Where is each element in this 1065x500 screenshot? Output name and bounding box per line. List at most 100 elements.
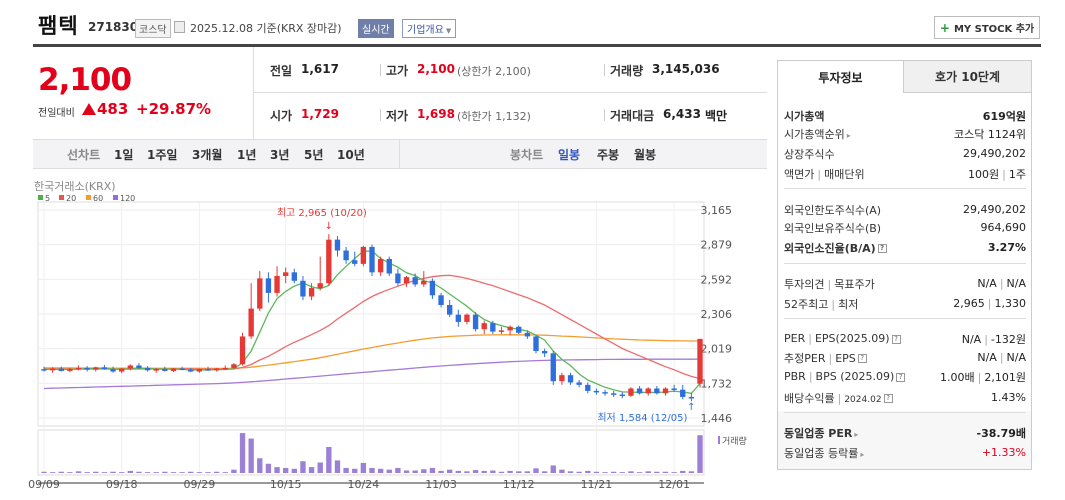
info-key-label-2: EPS [835,351,856,365]
candle-body [300,280,306,297]
y-tick-label: 2,306 [701,308,733,321]
candle-body [645,388,651,394]
info-panel [777,60,1032,470]
candle-body [179,368,185,371]
down-arrow-icon: ↓ [325,221,333,232]
help-icon[interactable]: ? [883,394,893,403]
volume-bar [265,463,272,473]
info-key: 외국인한도주식수(A) [784,202,881,218]
low-value: 1,698 [417,107,455,121]
candle-body [84,367,90,370]
candle-monthly[interactable]: 월봉 [634,148,657,162]
volume-bar [550,465,556,473]
info-value-1: N/A [977,351,997,364]
candle-body [680,389,686,397]
volume-bar [248,438,254,473]
info-row: 외국인소진율(B/A)? 3.27% [784,239,1026,256]
info-key: 52주최고 | 최저 [784,296,858,312]
volume-legend-mark [718,436,720,444]
legend-swatch [38,195,43,200]
period-3y[interactable]: 3년 [270,148,290,162]
candle-daily[interactable]: 일봉 [558,148,581,162]
volume-bar [300,461,306,473]
candle-body [533,336,539,351]
y-tick-label: 2,019 [701,343,733,356]
candle-body [136,365,142,368]
candle-body [602,392,608,394]
info-key-label: 추정PER [784,351,826,365]
stock-chart[interactable]: 한국거래소(KRX)5 20 60 120 3,165 2,879 2,592 2,306 2,… [0,170,770,500]
volume-bar [654,471,660,473]
company-overview-dropdown[interactable]: 기업개요 ▼ [402,19,457,38]
period-5y[interactable]: 5년 [304,148,324,162]
info-key-label[interactable]: 동일업종 PER [784,426,853,440]
volume-bar [41,471,47,473]
volume-bar [231,469,237,473]
info-value-1: 619억원 [982,109,1026,123]
info-value-1: N/A [977,277,997,290]
candle-body [58,368,64,371]
period-10y[interactable]: 10년 [337,148,365,162]
amount-value: 6,433 [663,107,701,121]
volume-bar [196,472,203,473]
candle-body [119,368,125,372]
volume-bar [671,472,677,473]
candle-weekly[interactable]: 주봉 [597,148,620,162]
info-key: 동일업종 등락률 ▸ [784,445,864,461]
volume-bar [352,468,358,473]
info-key-label: 시가총액 [784,109,825,123]
info-value: 29,490,202 [963,203,1026,216]
separator [604,64,605,76]
info-row: 액면가 | 매매단위 100원 | 1주 [784,165,1026,182]
candle-body [222,367,228,370]
current-price: 2,100 [38,62,132,98]
info-value: 코스닥 1124위 [954,126,1026,142]
ma-line-ma120 [43,358,701,390]
help-icon[interactable]: ? [877,244,887,253]
ma-line-ma60 [44,334,700,370]
info-value-1: 29,490,202 [963,203,1026,216]
volume-bar [222,472,228,473]
y-tick-label: 2,879 [701,239,733,252]
period-1y[interactable]: 1년 [237,148,257,162]
volume-bar [421,469,427,473]
realtime-button[interactable]: 실시간 [358,19,394,38]
info-value-1: 29,490,202 [963,147,1026,160]
chart-source: 한국거래소(KRX) [34,180,116,193]
candle-chart-label: 봉차트 [510,148,544,162]
tab-investment-info[interactable]: 투자정보 [778,61,904,93]
volume-bar [697,435,703,473]
divider: | [984,332,988,346]
volume-bar [498,471,505,473]
candle-body [697,338,703,384]
candle-body [196,369,203,372]
volume-bar [541,471,548,473]
info-key-label: PER [784,332,806,345]
mystock-add-button[interactable]: + MY STOCK 추가 [934,16,1040,39]
volume-bar [559,469,565,473]
candle-body [524,332,531,337]
info-key-label[interactable]: 동일업종 등락률 [784,446,859,460]
period-3m[interactable]: 3개월 [192,148,223,162]
panel-divider [784,318,1026,319]
candle-body [464,314,470,322]
help-icon[interactable]: ? [896,372,906,382]
candle-body [619,394,625,397]
info-key-label: PBR [784,370,806,383]
x-tick-label: 12/01 [658,478,690,491]
legend-swatch [86,195,91,200]
info-key: PER | EPS(2025.09)? [784,332,901,345]
period-1d[interactable]: 1일 [114,148,134,162]
tab-order-book[interactable]: 호가 10단계 [904,61,1031,93]
volume-bar [239,433,246,473]
candle-body [283,272,289,276]
volume-bar [317,462,323,473]
volume-bar [472,470,479,473]
candle-body [265,278,272,293]
candle-body [662,388,669,394]
info-value-1: 100원 [968,167,1000,181]
info-key-label[interactable]: 시가총액순위 [784,127,845,141]
help-icon[interactable]: ? [891,334,901,344]
help-icon[interactable]: ? [857,354,867,363]
period-1w[interactable]: 1주일 [147,148,178,162]
